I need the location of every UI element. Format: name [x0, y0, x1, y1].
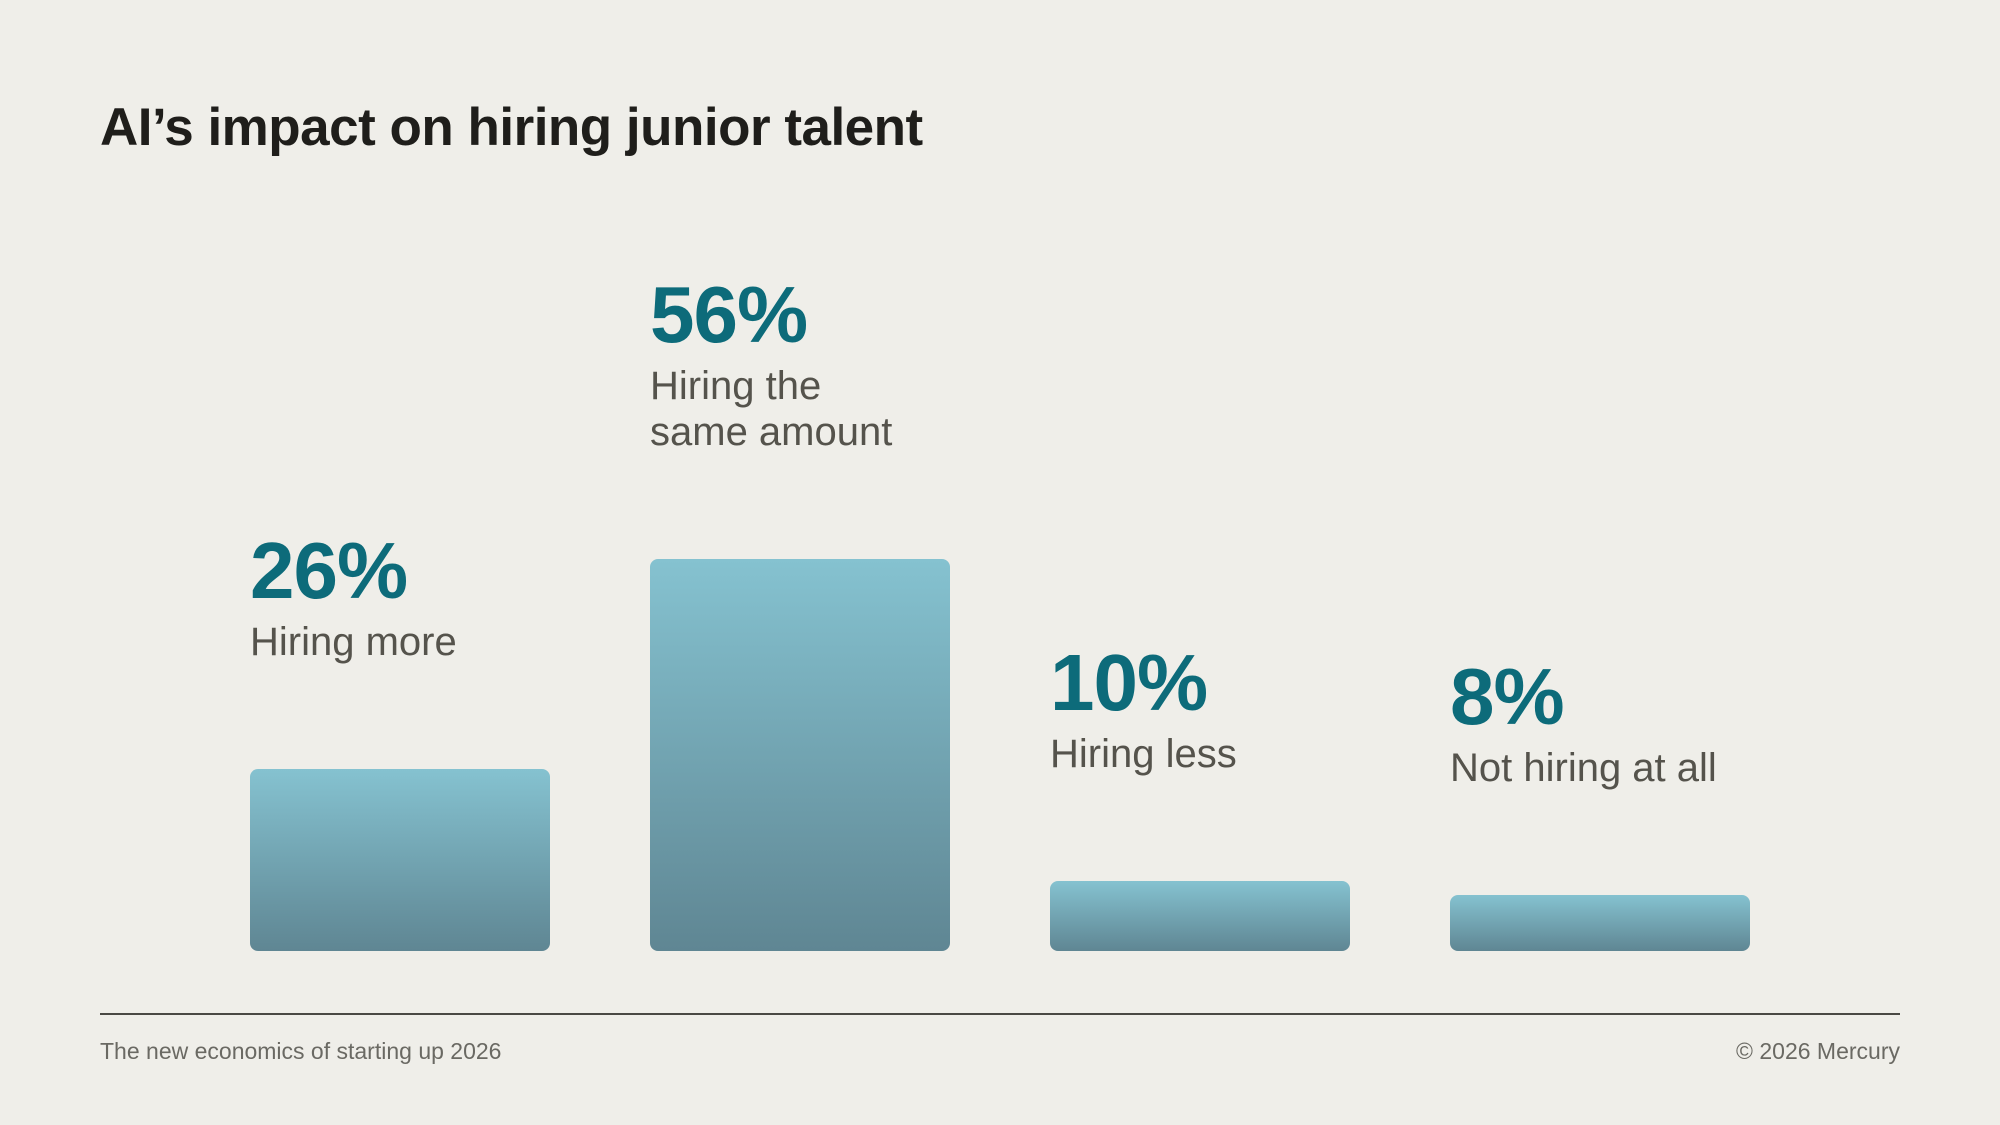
category-labels-group: Hiring more Hiring the same amount Hiring l…	[250, 364, 1717, 790]
value-label-not-hiring-at-all: 8%	[1450, 652, 1564, 741]
category-label-not-hiring-at-all: Not hiring at all	[1450, 746, 1717, 790]
bar-hiring-more	[250, 769, 550, 951]
value-label-hiring-more: 26%	[250, 526, 407, 615]
bar-not-hiring-at-all	[1450, 895, 1750, 951]
category-label-line: Hiring less	[1050, 732, 1237, 776]
category-label-hiring-less: Hiring less	[1050, 732, 1237, 776]
category-label-hiring-more: Hiring more	[250, 620, 457, 664]
bars-group	[250, 559, 1750, 951]
value-label-hiring-the-same-amount: 56%	[650, 270, 807, 359]
category-label-hiring-the-same-amount: Hiring the same amount	[650, 364, 892, 454]
value-label-hiring-less: 10%	[1050, 638, 1207, 727]
category-label-line: Hiring more	[250, 620, 457, 664]
bar-hiring-less	[1050, 881, 1350, 951]
category-label-line: same amount	[650, 410, 892, 454]
chart-title: AI’s impact on hiring junior talent	[100, 98, 923, 157]
value-labels-group: 26% 56% 10% 8%	[250, 270, 1565, 741]
category-label-line: Not hiring at all	[1450, 746, 1717, 790]
footer-copyright: © 2026 Mercury	[1736, 1038, 1900, 1064]
bar-hiring-the-same-amount	[650, 559, 950, 951]
footer-divider	[100, 1013, 1900, 1015]
category-label-line: Hiring the	[650, 364, 821, 408]
footer-report-title: The new economics of starting up 2026	[100, 1038, 502, 1064]
